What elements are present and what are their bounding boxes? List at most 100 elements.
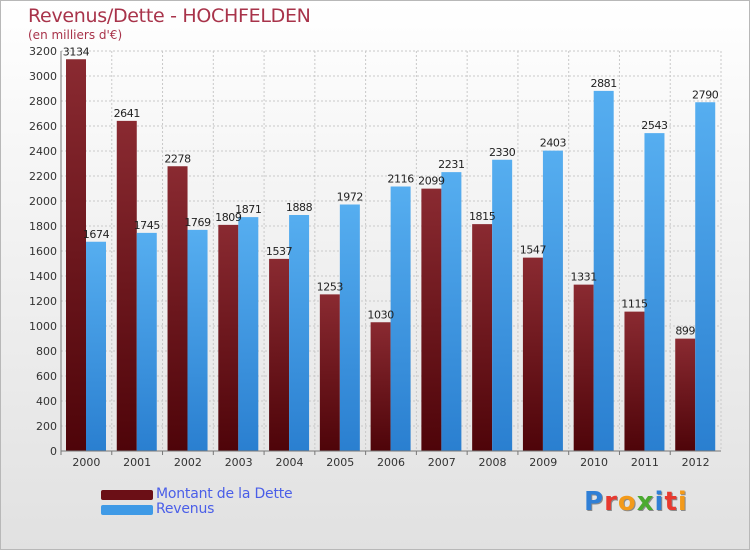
logo-letter: o [617,487,637,517]
x-tick-label: 2002 [174,456,202,469]
revenue-bar [390,186,411,451]
debt-bar [218,224,239,451]
y-tick-label: 1800 [29,220,57,233]
revenue-value-label: 1769 [184,216,211,229]
revenue-value-label: 1871 [235,203,261,216]
debt-bar [116,120,137,451]
legend-swatch-revenue [101,505,153,515]
debt-bar [421,188,442,451]
revenue-value-label: 2116 [387,173,414,186]
chart-subtitle: (en milliers d'€) [28,28,123,42]
x-tick-label: 2005 [326,456,354,469]
y-tick-label: 1200 [29,295,57,308]
revenue-bar [644,133,665,451]
x-tick-label: 2008 [479,456,507,469]
debt-bar [522,257,543,451]
y-tick-label: 2600 [29,120,57,133]
y-tick-label: 1400 [29,270,57,283]
logo-letter: r [604,487,618,517]
revenue-bar [441,172,462,451]
logo-letter: t [664,487,678,517]
y-tick-label: 1000 [29,320,57,333]
debt-value-label: 1331 [570,271,596,284]
debt-value-label: 1537 [266,245,293,258]
revenue-bar [695,102,716,451]
debt-bar [624,311,645,451]
revenue-bar [339,204,360,451]
bars-layer [66,59,716,451]
legend-swatch-debt [101,490,153,500]
revenue-value-label: 2881 [590,77,616,90]
y-tick-label: 2000 [29,195,57,208]
y-tick-label: 1600 [29,245,57,258]
debt-value-label: 1253 [317,280,344,293]
debt-value-label: 1815 [469,210,496,223]
chart-title: Revenus/Dette - HOCHFELDEN [28,5,311,27]
y-tick-label: 2200 [29,170,57,183]
logo-letter: P [584,487,605,517]
revenue-value-label: 2790 [692,88,719,101]
debt-value-label: 1809 [215,211,242,224]
revenue-bar [136,232,157,451]
y-tick-label: 200 [36,420,57,433]
y-tick-label: 3000 [29,70,57,83]
revenue-value-label: 2231 [438,158,464,171]
debt-bar [675,338,696,451]
x-tick-label: 2010 [580,456,608,469]
debt-bar [573,284,594,451]
x-tick-label: 2011 [631,456,659,469]
proxiti-logo: Proxiti [584,487,688,517]
debt-value-label: 2099 [418,175,445,188]
x-tick-label: 2007 [428,456,456,469]
debt-bar [66,59,86,451]
debt-bar [472,224,493,451]
y-tick-label: 800 [36,345,57,358]
x-tick-label: 2000 [72,456,100,469]
debt-value-label: 1115 [621,298,648,311]
x-tick-label: 2004 [275,456,303,469]
revenue-value-label: 2543 [641,119,668,132]
revenue-bar [238,217,259,451]
logo-letter: i [654,487,665,517]
x-tick-label: 2003 [225,456,253,469]
revenue-bar [492,159,513,451]
logo-letter: x [636,487,655,517]
x-tick-label: 2012 [682,456,710,469]
revenue-value-label: 1888 [286,201,313,214]
debt-bar [167,166,188,451]
revenue-bar [593,90,614,451]
revenue-bar [289,215,310,451]
debt-value-label: 1547 [520,244,547,257]
revenue-bar [86,241,106,451]
revenue-value-label: 2330 [489,146,516,159]
debt-bar [269,258,290,451]
revenue-bar [542,150,563,451]
revenue-value-label: 1674 [83,228,110,241]
debt-value-label: 2278 [164,152,191,165]
debt-value-label: 1030 [367,308,394,321]
debt-value-label: 2641 [114,107,140,120]
debt-value-label: 899 [675,325,695,338]
revenue-bar [187,229,208,451]
debt-bar [370,322,391,451]
revenue-value-label: 1745 [134,219,161,232]
revenue-value-label: 2403 [540,137,567,150]
x-tick-label: 2009 [529,456,557,469]
debt-value-label: 3134 [63,45,90,58]
x-tick-label: 2006 [377,456,405,469]
y-tick-label: 600 [36,370,57,383]
y-tick-label: 2400 [29,145,57,158]
y-tick-label: 3200 [29,45,57,58]
y-tick-label: 2800 [29,95,57,108]
legend-label-revenue: Revenus [156,501,215,517]
y-tick-label: 400 [36,395,57,408]
revenue-value-label: 1972 [337,191,363,204]
axis-layer: 0 200 400 600 800 1000 1200 1400 1600 1800 2000 220… [29,45,721,469]
legend-label-debt: Montant de la Dette [156,486,293,502]
logo-letter: i [677,487,688,517]
y-tick-label: 0 [50,445,57,458]
x-tick-label: 2001 [123,456,151,469]
